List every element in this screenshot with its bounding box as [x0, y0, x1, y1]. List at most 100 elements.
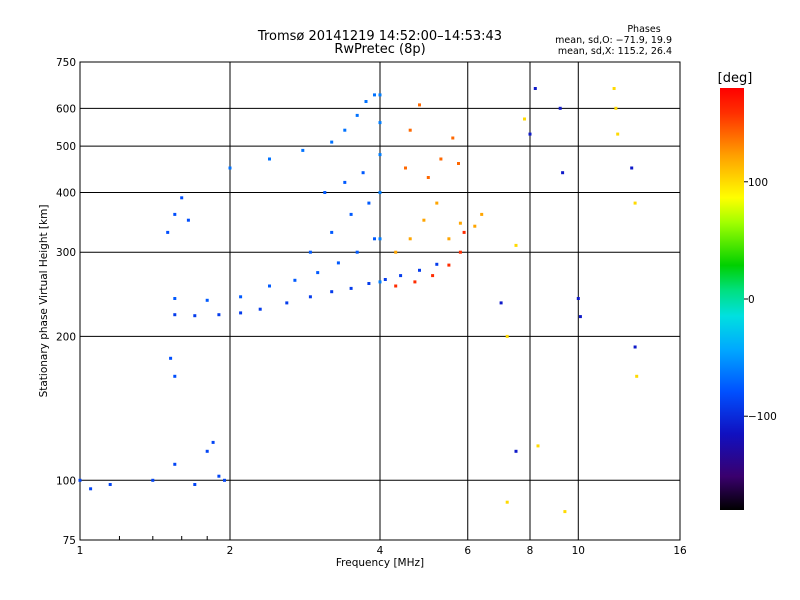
- colorbar-tick-label: 0: [748, 294, 755, 306]
- echo-point: [173, 462, 177, 466]
- echo-point: [361, 171, 365, 175]
- echo-point: [108, 483, 112, 486]
- echo-point: [633, 201, 637, 205]
- echo-point: [330, 290, 334, 294]
- y-tick-label: 600: [56, 103, 76, 115]
- echo-point: [367, 282, 371, 285]
- echo-point: [373, 93, 376, 97]
- echo-point: [533, 87, 537, 90]
- echo-point: [408, 128, 412, 132]
- y-tick-label: 100: [56, 475, 76, 487]
- echo-point: [205, 298, 209, 302]
- echo-point: [173, 212, 177, 216]
- echo-point: [355, 250, 359, 254]
- echo-point: [205, 449, 209, 453]
- stats-x-mode: mean, sd,X: 115.2, 26.4: [558, 46, 672, 57]
- echo-point: [528, 132, 532, 136]
- echo-point: [193, 483, 197, 486]
- echo-point: [373, 237, 376, 241]
- echo-point: [349, 212, 353, 216]
- echo-point: [635, 374, 639, 378]
- echo-point: [239, 295, 243, 299]
- echo-point: [404, 166, 407, 170]
- y-tick-label: 200: [56, 331, 76, 343]
- y-tick-label: 750: [56, 57, 76, 69]
- echo-point: [217, 474, 221, 478]
- echo-point: [383, 278, 387, 281]
- echo-point: [239, 311, 243, 315]
- echo-point: [285, 301, 289, 305]
- echo-point: [268, 157, 271, 161]
- echo-point: [301, 148, 305, 152]
- echo-point: [612, 87, 616, 90]
- echo-point: [408, 237, 412, 241]
- echo-point: [514, 449, 518, 453]
- echo-point: [343, 180, 347, 184]
- echo-point: [439, 157, 443, 161]
- echo-point: [457, 162, 460, 165]
- y-tick-labels: 75 100 200 300 400 500 600 750: [56, 57, 76, 547]
- echo-point: [523, 117, 526, 121]
- echo-point: [614, 106, 618, 110]
- y-tick-label: 300: [56, 247, 76, 259]
- echo-point: [173, 313, 177, 317]
- echo-point: [378, 93, 382, 97]
- echo-point: [558, 106, 562, 110]
- echo-point: [268, 284, 271, 288]
- echo-point: [169, 356, 173, 360]
- y-tick-label: 75: [63, 535, 76, 547]
- echo-point: [166, 230, 170, 234]
- echo-point: [173, 297, 177, 300]
- echo-point: [343, 128, 347, 132]
- x-tick-labels: 1 2 4 6 8 10 16: [77, 545, 687, 557]
- echo-point: [426, 176, 430, 179]
- echo-point: [447, 237, 451, 241]
- echo-point: [316, 271, 320, 275]
- echo-point: [355, 113, 359, 117]
- echo-point: [630, 166, 634, 170]
- echo-point: [151, 478, 155, 482]
- echo-point: [394, 250, 398, 254]
- echo-point: [173, 374, 177, 378]
- echo-point: [418, 103, 421, 107]
- echo-point: [505, 334, 509, 338]
- echo-point: [378, 280, 382, 284]
- echo-point: [462, 230, 466, 234]
- colorbar-tick-label: 100: [748, 177, 768, 189]
- echo-point: [418, 268, 421, 272]
- echo-point: [308, 295, 312, 299]
- echo-point: [435, 262, 439, 266]
- echo-point: [576, 297, 580, 300]
- echo-point: [323, 191, 327, 194]
- x-tick-label: 6: [464, 545, 471, 557]
- echo-point: [349, 286, 353, 290]
- x-tick-label: 2: [227, 545, 234, 557]
- echo-point: [499, 301, 503, 305]
- colorbar-ticks: 100 0 −100: [744, 177, 777, 423]
- echo-point: [378, 191, 382, 194]
- echo-point: [336, 261, 340, 265]
- echo-point: [473, 224, 477, 228]
- echo-point: [480, 212, 484, 216]
- stats-o-mode: mean, sd,O: −71.9, 19.9: [555, 35, 672, 46]
- x-axis-label: Frequency [MHz]: [336, 557, 424, 569]
- echo-point: [458, 221, 462, 225]
- echo-point: [447, 263, 451, 267]
- y-tick-label: 500: [56, 141, 76, 153]
- x-tick-label: 16: [673, 545, 687, 557]
- echo-point: [258, 307, 262, 311]
- echo-point: [186, 218, 190, 222]
- echo-point: [193, 314, 197, 318]
- y-tick-label: 400: [56, 187, 76, 199]
- echo-point: [364, 100, 368, 103]
- x-tick-label: 4: [377, 545, 384, 557]
- echo-point: [536, 444, 540, 448]
- echo-point: [223, 478, 226, 482]
- echo-point: [211, 440, 215, 444]
- echo-point: [330, 230, 334, 234]
- echo-point: [633, 345, 637, 349]
- colorbar: [720, 88, 744, 510]
- chart-title: Tromsø 20141219 14:52:00–14:53:43: [257, 29, 502, 44]
- echo-point: [561, 171, 565, 175]
- colorbar-label: [deg]: [718, 71, 753, 86]
